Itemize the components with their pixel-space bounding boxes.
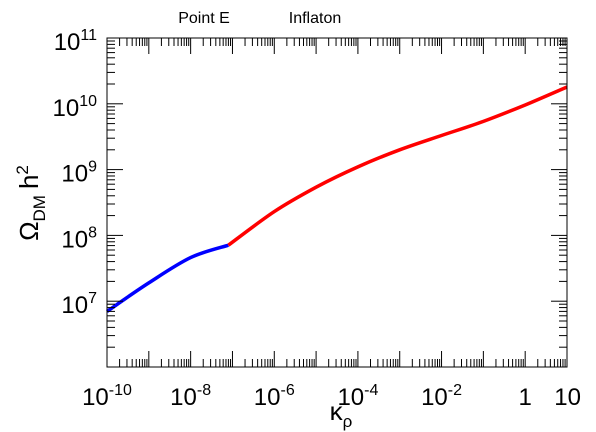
x-tick-label: 1 — [519, 384, 532, 411]
y-tick-label: 1010 — [53, 93, 98, 122]
title-point-e: Point E — [178, 10, 230, 27]
axis-ticks — [106, 38, 568, 368]
x-tick-label: 10-10 — [82, 382, 132, 411]
y-tick-label: 107 — [61, 290, 97, 319]
y-axis-label-subscript: DM — [30, 195, 49, 221]
series-line-1 — [227, 85, 568, 247]
y-tick-label: 109 — [61, 159, 97, 188]
tick-labels: 10-10 10-8 10-6 10-4 10-2 1 10 107 108 109 1010 101… — [53, 27, 582, 411]
y-tick-label: 108 — [61, 224, 97, 253]
x-axis-label: κρ — [330, 396, 353, 431]
x-axis-label-symbol: κ — [330, 396, 344, 426]
x-tick-label: 10-2 — [421, 382, 462, 411]
y-axis-label-symbol: Ω — [14, 221, 44, 240]
x-tick-label: 10 — [554, 384, 581, 411]
y-tick-label: 1011 — [54, 27, 97, 56]
x-tick-label: 10-8 — [170, 382, 211, 411]
y-axis-label-superscript: 2 — [13, 165, 32, 174]
title-inflaton: Inflaton — [289, 10, 341, 27]
plot-series-group — [106, 85, 568, 313]
y-axis-label-suffix: h — [14, 175, 44, 189]
x-axis-label-subscript: ρ — [343, 412, 353, 431]
series-line-0 — [106, 243, 229, 313]
x-tick-label: 10-6 — [254, 382, 295, 411]
x-tick-label: 10-4 — [337, 382, 378, 411]
chart-title: Point E Inflaton — [178, 10, 341, 27]
plot-frame — [106, 37, 568, 368]
y-axis-label: ΩDM h2 — [13, 165, 49, 241]
